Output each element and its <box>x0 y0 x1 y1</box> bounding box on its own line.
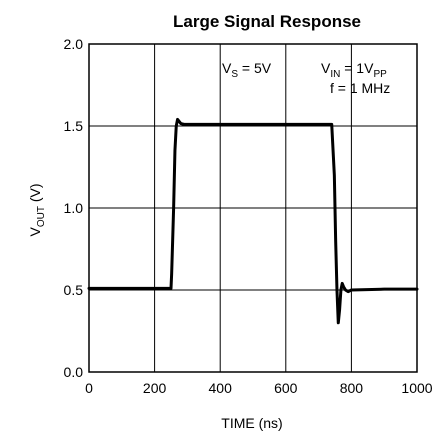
annotation-vs: VS = 5V <box>222 60 272 80</box>
y-tick-label: 1.0 <box>64 200 84 216</box>
plot-area <box>88 43 418 373</box>
y-tick-label: 0.5 <box>64 282 84 298</box>
x-tick-label: 800 <box>340 380 364 396</box>
x-tick-label: 600 <box>274 380 298 396</box>
annotation-vin: VIN = 1VPP <box>321 60 387 80</box>
y-tick-label: 2.0 <box>64 36 84 52</box>
y-tick-label: 0.0 <box>64 364 84 380</box>
x-tick-label: 0 <box>85 380 93 396</box>
y-axis: 0.0 0.5 1.0 1.5 2.0 <box>64 36 84 380</box>
annotation-frequency: f = 1 MHz <box>330 80 390 96</box>
chart-title: Large Signal Response <box>173 12 361 31</box>
x-axis-label: TIME (ns) <box>221 415 282 431</box>
y-tick-label: 1.5 <box>64 118 84 134</box>
x-tick-label: 1000 <box>401 380 432 396</box>
series-line-vout <box>87 117 419 325</box>
x-tick-label: 400 <box>209 380 233 396</box>
y-axis-label: VOUT (V) <box>27 183 47 236</box>
x-axis: 0 200 400 600 800 1000 <box>85 380 432 396</box>
x-tick-label: 200 <box>143 380 167 396</box>
